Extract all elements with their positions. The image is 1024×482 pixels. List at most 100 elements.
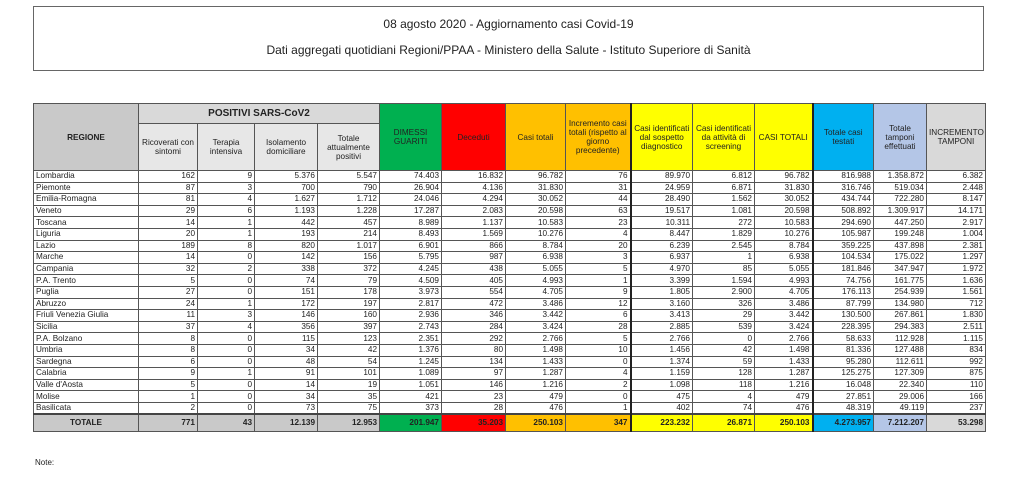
note-label: Note:: [35, 458, 55, 467]
cell-regione: Molise: [33, 390, 139, 403]
cell-sospetto-diagnostico: 3.413: [629, 309, 693, 322]
cell-incremento-tamponi: 712: [926, 297, 986, 311]
cell-casi-totali-2: 10.583: [754, 216, 813, 229]
cell-regione: Lazio: [33, 239, 139, 253]
cell-casi-totali: 250.103: [505, 413, 566, 433]
cell-screening: 6.871: [692, 181, 755, 195]
cell-incremento-casi: 9: [565, 285, 631, 299]
cell-deceduti: 35.203: [441, 413, 506, 433]
cell-isolamento: 338: [254, 262, 318, 276]
cell-ricoverati: 2: [138, 401, 198, 415]
cell-isolamento: 146: [254, 309, 318, 322]
cell-sospetto-diagnostico: 2.766: [629, 332, 693, 345]
cell-dimessi: 6.901: [379, 239, 442, 253]
cell-incremento-casi: 2: [565, 378, 631, 392]
cell-screening: 128: [692, 367, 755, 380]
cell-deceduti: 97: [441, 367, 506, 380]
cell-screening: 42: [692, 343, 755, 357]
cell-totale-positivi: 790: [317, 181, 380, 195]
cell-incremento-casi: 3: [565, 251, 631, 264]
cell-ricoverati: 27: [138, 285, 198, 299]
cell-isolamento: 5.376: [254, 170, 318, 183]
cell-ricoverati: 1: [138, 390, 198, 403]
cell-dimessi: 8.989: [379, 216, 442, 229]
cell-isolamento: 356: [254, 320, 318, 334]
cell-terapia-intensiva: 1: [197, 367, 255, 380]
cell-incremento-casi: 5: [565, 332, 631, 345]
cell-incremento-tamponi: 1.004: [926, 227, 986, 241]
cell-incremento-tamponi: 834: [926, 343, 986, 357]
cell-screening: 6.812: [692, 170, 755, 183]
cell-totale-positivi: 5.547: [317, 170, 380, 183]
cell-screening: 1.081: [692, 204, 755, 218]
cell-totale-positivi: 54: [317, 355, 380, 369]
cell-ricoverati: 162: [138, 170, 198, 183]
cell-regione: Sicilia: [33, 320, 139, 334]
cell-dimessi: 1.245: [379, 355, 442, 369]
cell-sospetto-diagnostico: 28.490: [629, 193, 693, 206]
cell-incremento-casi: 5: [565, 262, 631, 276]
cell-terapia-intensiva: 8: [197, 239, 255, 253]
cell-casi-testati: 316.746: [811, 181, 874, 195]
table-row: Emilia-Romagna 81 4 1.627 1.712 24.046 4.294 30…: [33, 193, 986, 206]
cell-casi-testati: 130.500: [811, 309, 874, 322]
cell-sospetto-diagnostico: 6.937: [629, 251, 693, 264]
cell-casi-totali-2: 30.052: [754, 193, 813, 206]
cell-totale-positivi: 160: [317, 309, 380, 322]
cell-deceduti: 866: [441, 239, 506, 253]
cell-regione: Lombardia: [33, 170, 139, 183]
cell-dimessi: 201.947: [379, 413, 442, 433]
cell-tamponi: 112.928: [873, 332, 927, 345]
cell-casi-totali-2: 8.784: [754, 239, 813, 253]
cell-deceduti: 146: [441, 378, 506, 392]
cell-casi-totali-2: 3.424: [754, 320, 813, 334]
cell-casi-totali-2: 1.498: [754, 343, 813, 357]
header-casi-testati: Totale casi testati: [811, 103, 874, 171]
cell-screening: 26.871: [692, 413, 755, 433]
header-screening: Casi identificati da attività di screeni…: [692, 103, 755, 171]
cell-ricoverati: 37: [138, 320, 198, 334]
cell-screening: 0: [692, 332, 755, 345]
cell-totale-positivi: 197: [317, 297, 380, 311]
cell-isolamento: 14: [254, 378, 318, 392]
cell-casi-totali: 8.784: [505, 239, 566, 253]
cell-incremento-tamponi: 8.147: [926, 193, 986, 206]
cell-terapia-intensiva: 43: [197, 413, 255, 433]
cell-totale-positivi: 1.017: [317, 239, 380, 253]
header-sospetto-diagnostico: Casi identificati dal sospetto diagnosti…: [629, 103, 693, 171]
cell-incremento-casi: 28: [565, 320, 631, 334]
cell-ricoverati: 189: [138, 239, 198, 253]
cell-totale-positivi: 12.953: [317, 413, 380, 433]
cell-totale-positivi: 372: [317, 262, 380, 276]
cell-terapia-intensiva: 9: [197, 170, 255, 183]
cell-screening: 118: [692, 378, 755, 392]
cell-casi-totali-2: 96.782: [754, 170, 813, 183]
cell-terapia-intensiva: 0: [197, 274, 255, 287]
cell-tamponi: 254.939: [873, 285, 927, 299]
cell-ricoverati: 87: [138, 181, 198, 195]
table-row: Toscana 14 1 442 457 8.989 1.137 10.583 23 10.311…: [33, 216, 986, 229]
cell-totale-positivi: 1.228: [317, 204, 380, 218]
cell-terapia-intensiva: 0: [197, 390, 255, 403]
cell-terapia-intensiva: 0: [197, 332, 255, 345]
cell-terapia-intensiva: 0: [197, 251, 255, 264]
cell-dimessi: 3.973: [379, 285, 442, 299]
cell-terapia-intensiva: 1: [197, 297, 255, 311]
cell-dimessi: 74.403: [379, 170, 442, 183]
cell-tamponi: 347.947: [873, 262, 927, 276]
cell-deceduti: 438: [441, 262, 506, 276]
cell-casi-testati: 105.987: [811, 227, 874, 241]
cell-deceduti: 80: [441, 343, 506, 357]
cell-isolamento: 151: [254, 285, 318, 299]
cell-tamponi: 112.611: [873, 355, 927, 369]
table-row: Liguria 20 1 193 214 8.493 1.569 10.276 4 8.447 1.…: [33, 227, 986, 241]
cell-isolamento: 193: [254, 227, 318, 241]
cell-terapia-intensiva: 1: [197, 227, 255, 241]
cell-incremento-casi: 4: [565, 367, 631, 380]
cell-screening: 326: [692, 297, 755, 311]
cell-casi-totali: 5.055: [505, 262, 566, 276]
cell-casi-totali: 3.442: [505, 309, 566, 322]
cell-dimessi: 1.376: [379, 343, 442, 357]
cell-incremento-casi: 4: [565, 227, 631, 241]
cell-terapia-intensiva: 0: [197, 343, 255, 357]
